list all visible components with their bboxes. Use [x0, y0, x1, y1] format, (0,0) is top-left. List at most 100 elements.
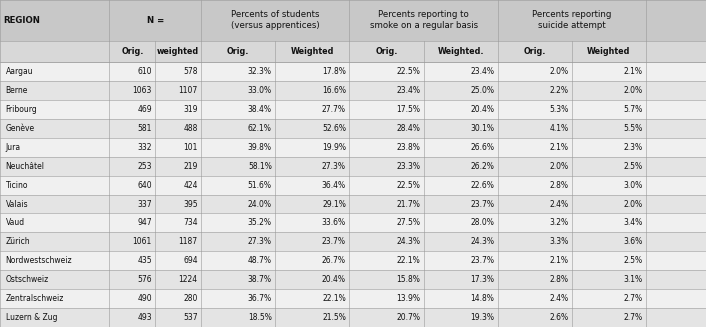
Text: 1063: 1063 [133, 86, 152, 95]
Bar [0, 251, 706, 270]
Text: 2.8%: 2.8% [549, 275, 568, 284]
Text: 17.3%: 17.3% [470, 275, 494, 284]
Text: 20.7%: 20.7% [396, 313, 420, 322]
Text: Ticino: Ticino [6, 181, 28, 190]
Text: 219: 219 [184, 162, 198, 171]
Text: 26.6%: 26.6% [470, 143, 494, 152]
Text: 36.7%: 36.7% [248, 294, 272, 303]
Bar [0, 138, 706, 157]
Text: 395: 395 [183, 199, 198, 209]
Text: 319: 319 [183, 105, 198, 114]
Text: Aargau: Aargau [6, 67, 33, 76]
Text: 2.2%: 2.2% [549, 86, 568, 95]
Text: 23.4%: 23.4% [470, 67, 494, 76]
Text: 23.7%: 23.7% [322, 237, 346, 246]
Text: Zürich: Zürich [6, 237, 30, 246]
Text: 947: 947 [137, 218, 152, 228]
Bar [0, 270, 706, 289]
Text: 24.3%: 24.3% [470, 237, 494, 246]
Text: 16.6%: 16.6% [322, 86, 346, 95]
Text: Percents of students
(versus apprentices): Percents of students (versus apprentices… [231, 10, 320, 30]
Text: 22.1%: 22.1% [322, 294, 346, 303]
Text: 22.6%: 22.6% [470, 181, 494, 190]
Text: REGION: REGION [4, 16, 40, 25]
Text: 2.0%: 2.0% [623, 199, 642, 209]
Text: 3.3%: 3.3% [549, 237, 568, 246]
Text: 578: 578 [183, 67, 198, 76]
Text: 2.3%: 2.3% [623, 143, 642, 152]
Text: 52.6%: 52.6% [322, 124, 346, 133]
Text: 18.5%: 18.5% [248, 313, 272, 322]
Text: 469: 469 [137, 105, 152, 114]
Text: Orig.: Orig. [121, 47, 143, 56]
Text: 1107: 1107 [179, 86, 198, 95]
Text: 23.3%: 23.3% [396, 162, 420, 171]
Text: 33.6%: 33.6% [322, 218, 346, 228]
Bar [0, 232, 706, 251]
Text: 537: 537 [183, 313, 198, 322]
Bar [0, 214, 706, 232]
Bar [0, 62, 706, 81]
Text: 2.0%: 2.0% [623, 86, 642, 95]
Text: 576: 576 [137, 275, 152, 284]
Text: 5.3%: 5.3% [549, 105, 568, 114]
Text: 2.0%: 2.0% [549, 67, 568, 76]
Text: 332: 332 [137, 143, 152, 152]
Text: Percents reporting to
smoke on a regular basis: Percents reporting to smoke on a regular… [369, 10, 478, 30]
Text: 22.5%: 22.5% [396, 181, 420, 190]
Text: Luzern & Zug: Luzern & Zug [6, 313, 57, 322]
Text: 3.6%: 3.6% [623, 237, 642, 246]
Text: 490: 490 [137, 294, 152, 303]
Text: 24.0%: 24.0% [248, 199, 272, 209]
Text: 435: 435 [137, 256, 152, 265]
Text: Jura: Jura [6, 143, 20, 152]
Text: Neuchâtel: Neuchâtel [6, 162, 44, 171]
Text: 734: 734 [183, 218, 198, 228]
Text: 26.7%: 26.7% [322, 256, 346, 265]
Text: 35.2%: 35.2% [248, 218, 272, 228]
Text: Weighted: Weighted [587, 47, 630, 56]
Text: 694: 694 [183, 256, 198, 265]
Bar [0, 0, 706, 41]
Text: weighted: weighted [157, 47, 199, 56]
Text: Nordwestschweiz: Nordwestschweiz [6, 256, 72, 265]
Text: 581: 581 [138, 124, 152, 133]
Text: 20.4%: 20.4% [470, 105, 494, 114]
Text: 22.5%: 22.5% [396, 67, 420, 76]
Text: Weighted: Weighted [291, 47, 334, 56]
Text: 280: 280 [184, 294, 198, 303]
Text: 1187: 1187 [179, 237, 198, 246]
Text: Zentralschweiz: Zentralschweiz [6, 294, 64, 303]
Text: 1224: 1224 [179, 275, 198, 284]
Text: 22.1%: 22.1% [396, 256, 420, 265]
Text: 2.1%: 2.1% [623, 67, 642, 76]
Text: 19.3%: 19.3% [470, 313, 494, 322]
Text: 29.1%: 29.1% [322, 199, 346, 209]
Text: 2.5%: 2.5% [623, 256, 642, 265]
Text: 101: 101 [184, 143, 198, 152]
Text: 15.8%: 15.8% [396, 275, 420, 284]
Text: Orig.: Orig. [227, 47, 249, 56]
Text: 23.7%: 23.7% [470, 256, 494, 265]
Bar [0, 119, 706, 138]
Text: 2.7%: 2.7% [623, 294, 642, 303]
Bar [0, 41, 706, 62]
Text: 62.1%: 62.1% [248, 124, 272, 133]
Bar [0, 195, 706, 214]
Text: 38.7%: 38.7% [248, 275, 272, 284]
Text: 23.7%: 23.7% [470, 199, 494, 209]
Bar [0, 100, 706, 119]
Text: N =: N = [147, 16, 164, 25]
Text: 28.0%: 28.0% [470, 218, 494, 228]
Text: Berne: Berne [6, 86, 28, 95]
Text: 424: 424 [183, 181, 198, 190]
Text: 39.8%: 39.8% [248, 143, 272, 152]
Text: 640: 640 [137, 181, 152, 190]
Text: 2.5%: 2.5% [623, 162, 642, 171]
Text: 48.7%: 48.7% [248, 256, 272, 265]
Text: 36.4%: 36.4% [322, 181, 346, 190]
Text: Genève: Genève [6, 124, 35, 133]
Text: 2.1%: 2.1% [549, 143, 568, 152]
Text: 2.0%: 2.0% [549, 162, 568, 171]
Text: 33.0%: 33.0% [248, 86, 272, 95]
